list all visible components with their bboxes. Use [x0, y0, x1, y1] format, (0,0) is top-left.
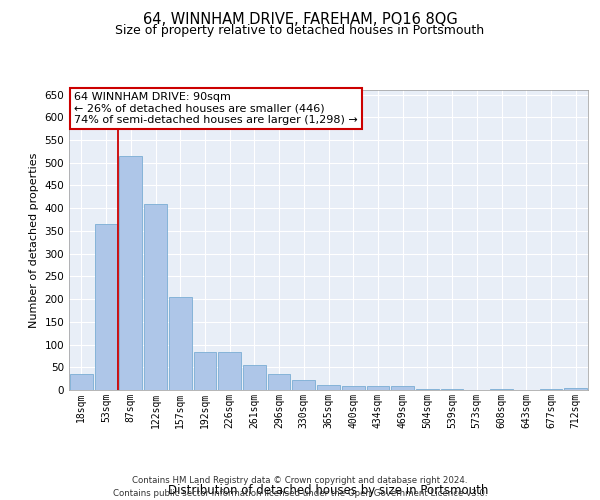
Bar	[416, 388, 439, 390]
Bar	[317, 384, 340, 390]
Text: 64 WINNHAM DRIVE: 90sqm
← 26% of detached houses are smaller (446)
74% of semi-d: 64 WINNHAM DRIVE: 90sqm ← 26% of detache…	[74, 92, 358, 124]
Bar	[169, 297, 191, 390]
Bar	[564, 388, 587, 390]
Bar	[539, 388, 562, 390]
Bar	[95, 224, 118, 390]
Bar	[292, 380, 315, 390]
Bar	[268, 374, 290, 390]
Bar	[367, 386, 389, 390]
Text: Contains HM Land Registry data © Crown copyright and database right 2024.
Contai: Contains HM Land Registry data © Crown c…	[113, 476, 487, 498]
Bar	[243, 365, 266, 390]
Text: 64, WINNHAM DRIVE, FAREHAM, PO16 8QG: 64, WINNHAM DRIVE, FAREHAM, PO16 8QG	[143, 12, 457, 28]
Bar	[342, 386, 365, 390]
Bar	[441, 388, 463, 390]
Y-axis label: Number of detached properties: Number of detached properties	[29, 152, 39, 328]
Bar	[70, 374, 93, 390]
Bar	[218, 352, 241, 390]
Bar	[144, 204, 167, 390]
Bar	[490, 388, 513, 390]
Bar	[119, 156, 142, 390]
Bar	[391, 386, 414, 390]
Text: Size of property relative to detached houses in Portsmouth: Size of property relative to detached ho…	[115, 24, 485, 37]
Bar	[194, 352, 216, 390]
X-axis label: Distribution of detached houses by size in Portsmouth: Distribution of detached houses by size …	[169, 484, 488, 496]
